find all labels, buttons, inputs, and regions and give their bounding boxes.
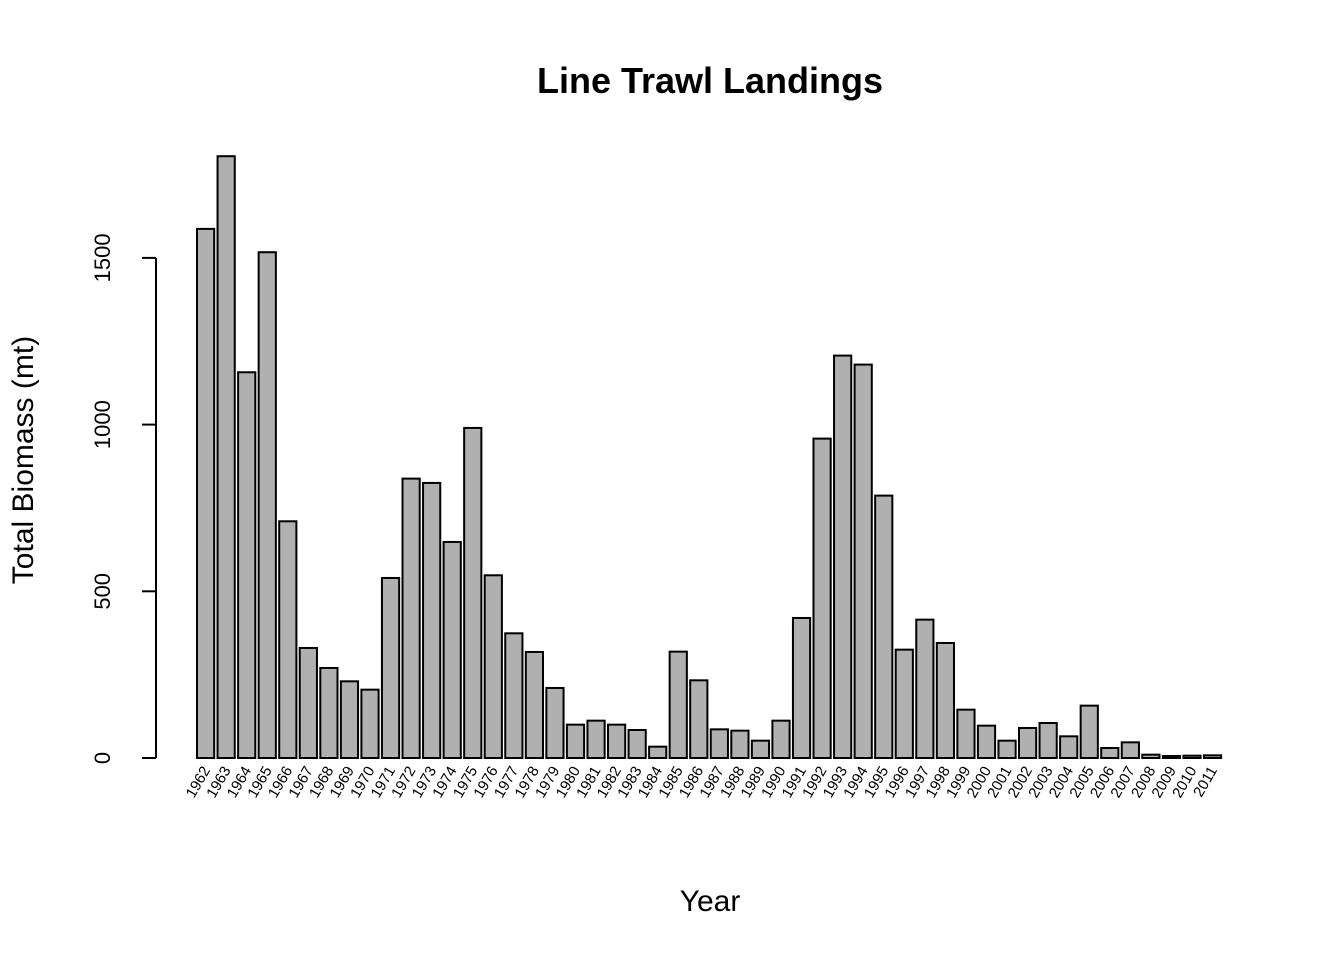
bar-1970 bbox=[360, 688, 380, 760]
bar-1996 bbox=[894, 648, 914, 760]
bar-1965 bbox=[257, 251, 277, 759]
x-axis-tick-labels: 1962196319641965196619671968196919701971… bbox=[183, 764, 1221, 801]
bar-1979 bbox=[545, 686, 565, 760]
y-axis: 0 500 1000 1500 bbox=[90, 233, 157, 764]
bar-1997 bbox=[915, 618, 935, 759]
bar-1991 bbox=[791, 616, 812, 759]
bar-1966 bbox=[278, 520, 298, 760]
x-axis-label: Year bbox=[680, 885, 741, 918]
bar-1985 bbox=[668, 650, 688, 759]
bar-1980 bbox=[565, 723, 586, 759]
bar-1963 bbox=[216, 155, 236, 759]
bar-2003 bbox=[1038, 721, 1058, 759]
bar-2002 bbox=[1018, 726, 1038, 760]
bar-1975 bbox=[463, 426, 483, 759]
bar-1971 bbox=[380, 576, 401, 759]
bar-1995 bbox=[874, 494, 894, 759]
bar-1967 bbox=[298, 646, 318, 760]
bar-1988 bbox=[730, 729, 750, 759]
bar-1981 bbox=[586, 719, 606, 759]
bar-1978 bbox=[524, 650, 544, 760]
bar-1987 bbox=[709, 728, 729, 759]
y-tick-label: 0 bbox=[90, 752, 115, 764]
bar-1993 bbox=[833, 354, 853, 759]
y-tick-label: 1500 bbox=[90, 233, 115, 282]
bar-1998 bbox=[935, 641, 955, 759]
bar-1989 bbox=[750, 739, 771, 760]
bar-1992 bbox=[812, 437, 832, 759]
bar-2005 bbox=[1079, 704, 1099, 759]
y-tick-label: 500 bbox=[90, 573, 115, 610]
chart-title: Line Trawl Landings bbox=[537, 60, 883, 101]
bars bbox=[196, 155, 1223, 760]
bar-1974 bbox=[442, 540, 462, 759]
bar-1973 bbox=[422, 481, 442, 759]
bar-1999 bbox=[956, 708, 976, 759]
bar-1983 bbox=[627, 728, 647, 759]
bar-2004 bbox=[1059, 735, 1079, 759]
bar-2000 bbox=[976, 724, 997, 760]
bar-2001 bbox=[997, 739, 1017, 760]
bar-1982 bbox=[607, 723, 627, 759]
bar-1986 bbox=[689, 679, 709, 760]
bar-2010 bbox=[1182, 754, 1202, 759]
bar-1964 bbox=[237, 371, 257, 759]
bar-2006 bbox=[1100, 746, 1120, 759]
y-axis-label: Total Biomass (mt) bbox=[7, 336, 40, 584]
bar-1962 bbox=[196, 227, 216, 759]
bar-2009 bbox=[1161, 754, 1182, 759]
bar-1972 bbox=[401, 477, 421, 759]
bar-1990 bbox=[771, 719, 791, 759]
bar-2008 bbox=[1141, 753, 1161, 760]
bar-1969 bbox=[339, 680, 360, 759]
bar-1977 bbox=[504, 632, 524, 760]
bar-1994 bbox=[853, 363, 873, 759]
y-tick-label: 1000 bbox=[90, 400, 115, 449]
bar-1984 bbox=[648, 745, 668, 760]
bar-2011 bbox=[1202, 754, 1223, 760]
bar-2007 bbox=[1120, 741, 1140, 759]
bar-1968 bbox=[319, 666, 339, 759]
bar-1976 bbox=[483, 574, 503, 760]
